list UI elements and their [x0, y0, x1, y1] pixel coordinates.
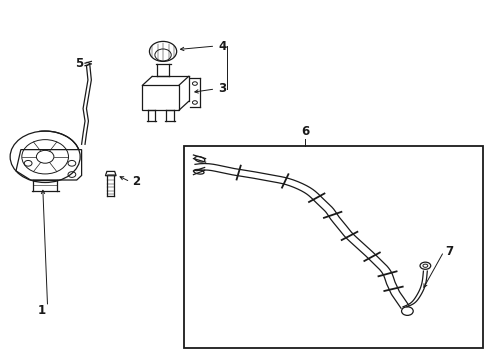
Text: 4: 4	[218, 40, 226, 53]
Text: 7: 7	[445, 245, 453, 258]
Text: 6: 6	[301, 125, 309, 138]
Text: 3: 3	[218, 82, 226, 95]
Text: 1: 1	[38, 304, 46, 317]
Text: 5: 5	[75, 57, 83, 71]
Text: 2: 2	[132, 175, 140, 188]
